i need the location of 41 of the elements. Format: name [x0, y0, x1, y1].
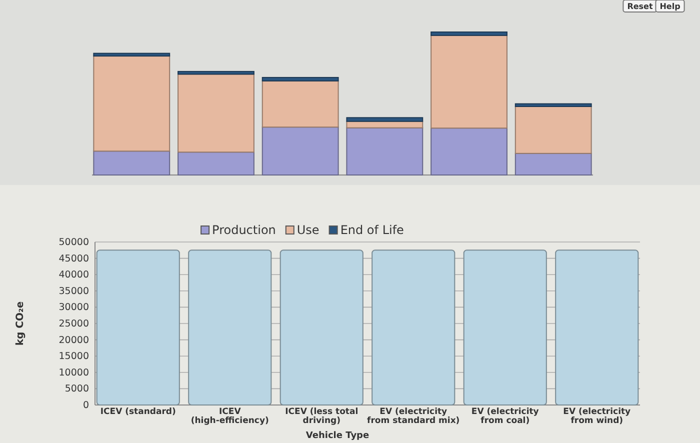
- y-tick-label: 20000: [58, 334, 89, 346]
- y-tick-label: 45000: [58, 253, 89, 264]
- x-axis-title: Vehicle Type: [306, 431, 370, 441]
- x-tick-label: ICEV (less total driving): [285, 407, 358, 426]
- y-axis-title: kg CO₂e: [15, 301, 26, 346]
- x-tick-label: EV (electricity from standard mix): [367, 407, 460, 426]
- legend-label: End of Life: [340, 223, 404, 237]
- x-tick-label: ICEV (high-efficiency): [190, 407, 269, 426]
- y-tick-label: 0: [82, 400, 89, 412]
- bar: [430, 32, 508, 36]
- bar: [93, 150, 170, 176]
- y-tick-label: 10000: [58, 367, 89, 378]
- x-tick-label: EV (electricity from wind): [563, 407, 632, 426]
- legend-label: Use: [296, 223, 320, 237]
- legend-label: Production: [212, 223, 276, 237]
- y-tick-label: 30000: [58, 302, 89, 314]
- bar: [346, 117, 424, 122]
- y-tick-label: 40000: [58, 270, 89, 281]
- bar: [93, 52, 170, 57]
- bar: [514, 152, 592, 176]
- y-tick-label: 50000: [58, 237, 89, 248]
- y-tick-label: 25000: [58, 318, 89, 330]
- y-tick-label: 35000: [58, 286, 89, 297]
- bar: [262, 76, 339, 82]
- bar: [178, 152, 254, 176]
- bar: [178, 70, 254, 75]
- bar: [430, 128, 508, 176]
- bar: [514, 106, 592, 154]
- bar: [262, 80, 339, 128]
- bar: [346, 127, 424, 176]
- x-tick-label: ICEV (standard): [100, 407, 176, 418]
- bar: [430, 34, 508, 129]
- button: Reset: [622, 0, 658, 12]
- x-tick-label: EV (electricity from coal): [471, 407, 540, 426]
- button: Help: [655, 0, 685, 12]
- y-tick-label: 5000: [64, 384, 89, 395]
- bar: [93, 56, 170, 152]
- bar: [178, 74, 254, 153]
- bar: [262, 126, 339, 176]
- y-tick-label: 15000: [58, 351, 89, 362]
- bar: [514, 103, 592, 108]
